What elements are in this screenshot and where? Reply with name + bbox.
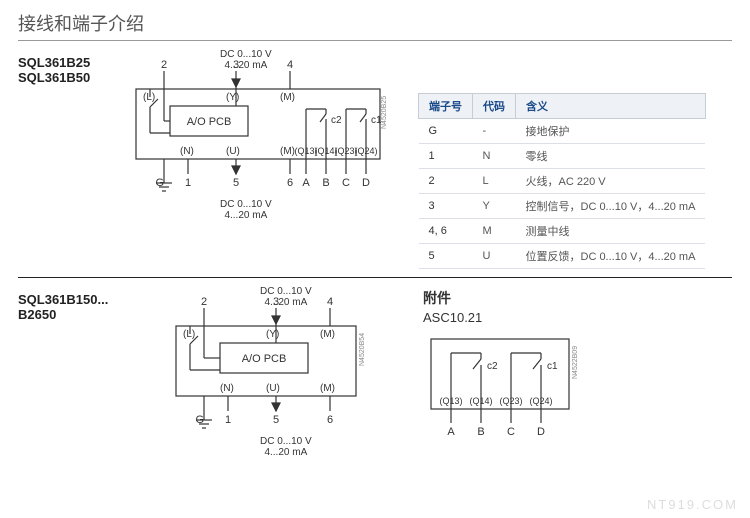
svg-text:6: 6 — [287, 177, 293, 189]
svg-text:(Q23): (Q23) — [499, 396, 522, 406]
svg-text:5: 5 — [233, 177, 239, 189]
svg-text:(M): (M) — [320, 329, 335, 340]
th-term: 端子号 — [419, 94, 473, 119]
svg-text:(U): (U) — [266, 383, 280, 394]
svg-text:c2: c2 — [331, 115, 342, 126]
model-1: SQL361B25 — [18, 55, 128, 70]
svg-text:(M): (M) — [280, 92, 295, 103]
svg-text:N4520B25: N4520B25 — [381, 96, 388, 129]
svg-text:(Q24): (Q24) — [354, 146, 377, 156]
bottom-signal-lower: DC 0...10 V4...20 mA — [260, 436, 312, 458]
bottom-signal-upper: DC 0...10 V4...20 mA — [260, 286, 312, 308]
accessory-model: ASC10.21 — [423, 310, 588, 325]
top-section: SQL361B25 SQL361B50 DC 0...10 V4...20 mA — [18, 51, 732, 269]
top-signal-upper: DC 0...10 V4...20 mA — [220, 49, 272, 71]
page-title: 接线和端子介绍 — [18, 10, 732, 41]
svg-text:A/O PCB: A/O PCB — [242, 353, 287, 365]
accessory-block: 附件 ASC10.21 — [423, 288, 588, 449]
model-4: B2650 — [18, 307, 128, 322]
top-models: SQL361B25 SQL361B50 — [18, 51, 128, 85]
terminal-table: 端子号 代码 含义 G-接地保护 1N零线 2L火线，AC 220 V 3Y控制… — [418, 93, 706, 269]
svg-text:(L): (L) — [143, 92, 155, 103]
table-row: G-接地保护 — [419, 119, 706, 144]
svg-text:1: 1 — [185, 177, 191, 189]
svg-text:(L): (L) — [183, 329, 195, 340]
th-mean: 含义 — [516, 94, 706, 119]
svg-text:6: 6 — [327, 414, 333, 426]
svg-text:A/O PCB: A/O PCB — [187, 116, 232, 128]
svg-text:A: A — [447, 426, 455, 438]
svg-text:(N): (N) — [180, 146, 194, 157]
svg-text:(U): (U) — [226, 146, 240, 157]
svg-text:2: 2 — [201, 296, 207, 308]
svg-text:B: B — [322, 177, 329, 189]
bottom-diagram: DC 0...10 V4...20 mA — [168, 288, 373, 456]
svg-text:C: C — [507, 426, 515, 438]
svg-text:N4522B09: N4522B09 — [572, 346, 579, 379]
th-code: 代码 — [473, 94, 516, 119]
svg-text:4: 4 — [327, 296, 333, 308]
terminal-table-wrap: 端子号 代码 含义 G-接地保护 1N零线 2L火线，AC 220 V 3Y控制… — [418, 93, 706, 269]
svg-text:(M): (M) — [320, 383, 335, 394]
svg-text:(Q13): (Q13) — [439, 396, 462, 406]
svg-text:D: D — [362, 177, 370, 189]
table-row: 1N零线 — [419, 144, 706, 169]
model-3: SQL361B150... — [18, 292, 128, 307]
top-signal-lower: DC 0...10 V4...20 mA — [220, 199, 272, 221]
svg-text:1: 1 — [225, 414, 231, 426]
svg-text:G: G — [155, 177, 164, 189]
bottom-diagram-svg: 2 3 4 (L) (Y) (M) A/O PCB (N) (U) (M) G … — [168, 288, 373, 453]
table-row: 4, 6M测量中线 — [419, 219, 706, 244]
svg-text:N4520B54: N4520B54 — [359, 333, 366, 366]
svg-text:(Q24): (Q24) — [529, 396, 552, 406]
svg-text:A: A — [302, 177, 310, 189]
accessory-heading: 附件 — [423, 288, 588, 308]
top-diagram: DC 0...10 V4...20 mA — [128, 51, 398, 219]
svg-text:(N): (N) — [220, 383, 234, 394]
bottom-models: SQL361B150... B2650 — [18, 288, 128, 322]
top-diagram-svg: 2 3 4 (L) (Y) (M) A/O PCB c2 c1 (N) (U) … — [128, 51, 398, 216]
svg-text:c2: c2 — [487, 361, 498, 372]
svg-text:C: C — [342, 177, 350, 189]
table-row: 2L火线，AC 220 V — [419, 169, 706, 194]
svg-text:G: G — [195, 414, 204, 426]
svg-text:D: D — [537, 426, 545, 438]
svg-text:B: B — [477, 426, 484, 438]
svg-text:(M): (M) — [280, 146, 295, 157]
svg-text:5: 5 — [273, 414, 279, 426]
watermark: NT919.COM — [647, 497, 738, 512]
accessory-svg: c2 c1 (Q13) (Q14) (Q23) (Q24) A B C D N4… — [423, 331, 588, 446]
svg-text:(Y): (Y) — [266, 329, 279, 340]
table-row: 3Y控制信号，DC 0...10 V，4...20 mA — [419, 194, 706, 219]
svg-text:c1: c1 — [547, 361, 558, 372]
model-2: SQL361B50 — [18, 70, 128, 85]
divider — [18, 277, 732, 278]
svg-text:(Q14): (Q14) — [469, 396, 492, 406]
svg-text:2: 2 — [161, 59, 167, 71]
table-row: 5U位置反馈，DC 0...10 V，4...20 mA — [419, 244, 706, 269]
svg-text:(Y): (Y) — [226, 92, 239, 103]
svg-text:4: 4 — [287, 59, 293, 71]
bottom-section: SQL361B150... B2650 DC 0...10 V4...20 mA — [18, 288, 732, 456]
